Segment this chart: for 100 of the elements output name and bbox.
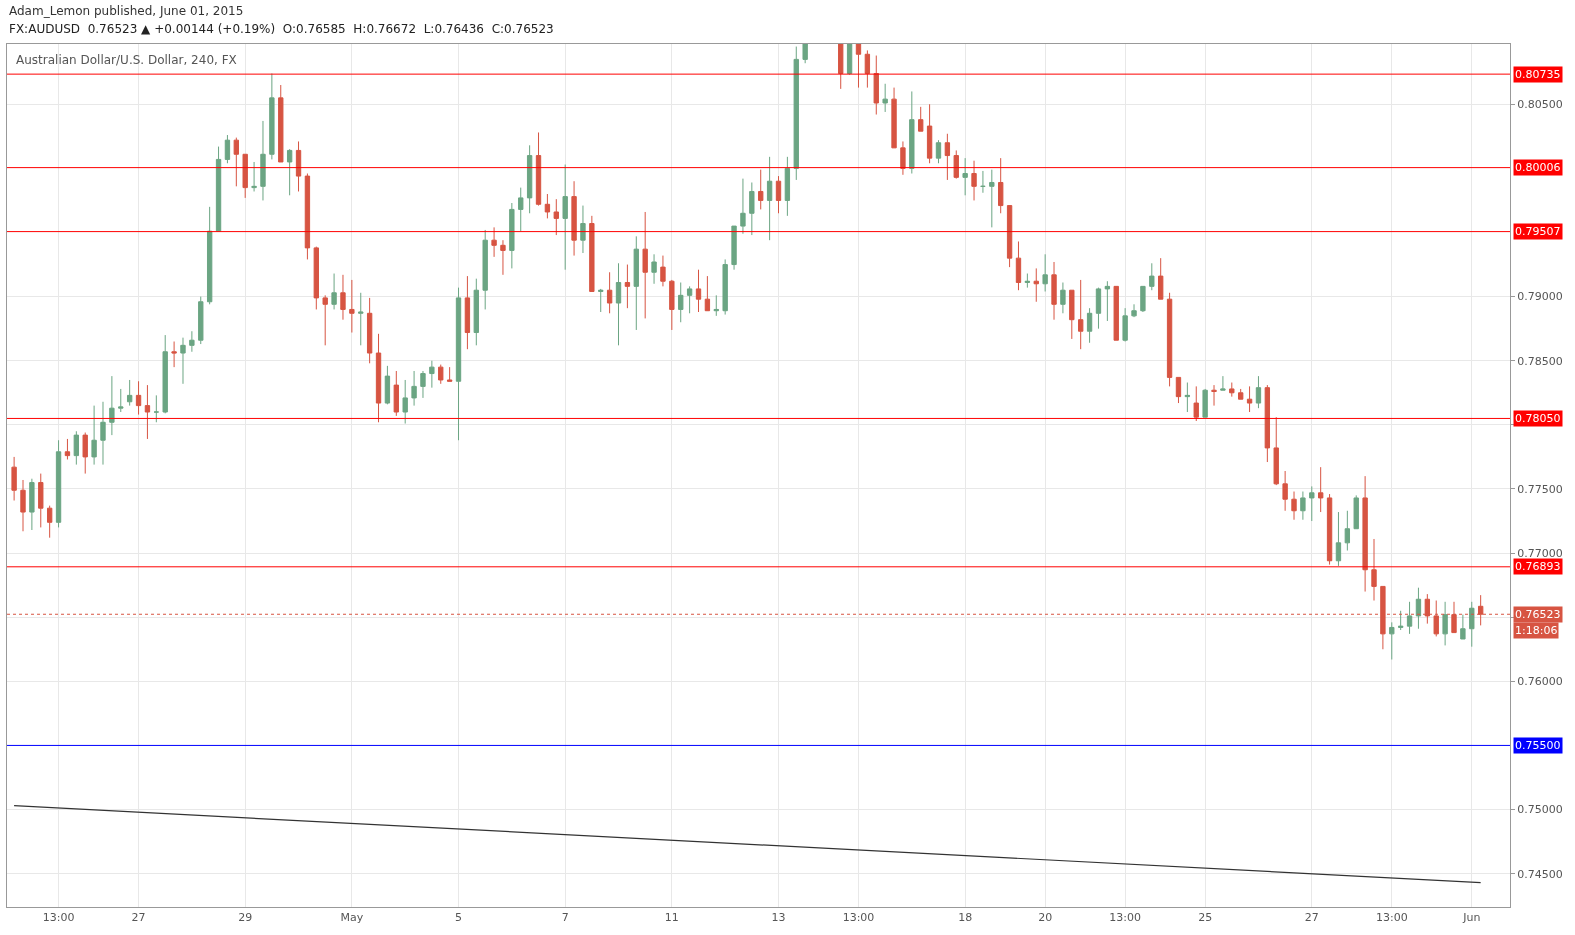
candlestick: [784, 156, 791, 217]
candlestick: [393, 370, 399, 417]
candlestick: [91, 405, 97, 466]
candlestick: [571, 180, 577, 257]
candlestick: [286, 148, 293, 196]
ref-line-label: 0.75500: [1515, 739, 1561, 752]
candlestick: [322, 294, 328, 346]
candlestick: [1193, 385, 1199, 422]
candlestick: [482, 229, 488, 310]
candlestick: [1015, 240, 1022, 291]
candlestick: [135, 380, 142, 416]
y-tick-label: 0.77500: [1517, 482, 1563, 496]
candlestick: [1051, 261, 1057, 321]
chart-subtitle: FX:AUDUSD 0.76523 ▲ +0.00144 (+0.19%) O:0.76585 H:0.76672 L:0.76436 C:0.76523: [9, 22, 554, 36]
candlestick: [882, 83, 888, 113]
x-tick-label: 27: [131, 911, 146, 925]
candlestick: [900, 140, 906, 176]
candlestick: [55, 439, 62, 528]
candlestick: [473, 278, 479, 346]
candlestick: [366, 297, 373, 364]
x-tick-label: 25: [1198, 911, 1213, 925]
candlestick: [1344, 510, 1351, 552]
candlestick: [686, 285, 693, 314]
candlestick: [1389, 621, 1395, 661]
candlestick: [962, 157, 968, 196]
candlestick: [269, 72, 275, 160]
y-tick-label: 0.80500: [1517, 98, 1563, 112]
candlestick: [544, 193, 551, 219]
ref-line-label: 0.76893: [1515, 560, 1561, 573]
candlestick: [704, 275, 711, 312]
candlestick: [1273, 416, 1279, 486]
candlestick: [100, 401, 106, 466]
candlestick: [651, 253, 657, 285]
y-tick-label: 0.76000: [1517, 675, 1563, 689]
candlestick: [633, 235, 639, 331]
candlestick: [295, 140, 302, 192]
candlestick: [518, 187, 524, 232]
candlestick: [1326, 493, 1333, 566]
ref-line-label: 0.79507: [1515, 225, 1561, 238]
candlestick: [1140, 285, 1146, 313]
candlestick: [1122, 307, 1128, 342]
candlestick: [998, 157, 1004, 214]
candlestick: [562, 164, 568, 271]
candlestick: [340, 274, 346, 321]
candlestick: [46, 505, 53, 539]
candlestick: [935, 139, 942, 164]
candlestick: [722, 258, 728, 316]
candlestick: [1318, 466, 1324, 513]
candlestick: [331, 273, 337, 310]
candlestick: [349, 279, 355, 334]
candlestick: [1113, 285, 1119, 341]
candlestick: [846, 44, 853, 76]
ref-line-label: 0.76523: [1515, 608, 1561, 621]
candlestick: [1211, 384, 1217, 407]
candlestick: [464, 275, 471, 350]
x-tick-label: 29: [238, 911, 253, 925]
candlestick: [1202, 388, 1208, 418]
x-tick-label: 5: [455, 911, 463, 925]
candlestick: [695, 269, 702, 313]
candlestick: [1158, 257, 1164, 300]
candlestick: [766, 156, 773, 241]
y-tick-label: 0.74500: [1517, 867, 1563, 881]
candlestick: [1166, 292, 1173, 387]
candlestick: [420, 370, 426, 399]
candlestick: [1229, 382, 1235, 398]
ref-line-label: 0.80735: [1515, 68, 1561, 81]
candlestick: [642, 211, 648, 319]
y-tick-label: 0.77000: [1517, 546, 1563, 560]
candlestick: [180, 337, 186, 385]
candlestick: [740, 178, 746, 235]
candlestick: [1033, 267, 1039, 303]
candlestick: [375, 333, 382, 423]
candlestick: [713, 294, 719, 317]
candlestick: [189, 330, 195, 353]
text: Adam_Lemon published, June 01, 2015: [9, 4, 244, 18]
candlestick: [1300, 491, 1306, 521]
x-tick-label: Jun: [1462, 911, 1481, 925]
candlestick: [118, 388, 124, 413]
x-tick-label: 20: [1038, 911, 1053, 925]
x-tick-label: 13:00: [1109, 911, 1141, 925]
candlestick: [580, 205, 586, 254]
candlestick: [1184, 382, 1191, 413]
candlestick: [73, 430, 80, 466]
candlestick: [29, 478, 35, 531]
y-tick-label: 0.78500: [1517, 354, 1563, 368]
candlestick: [438, 364, 444, 385]
x-tick-label: 13: [771, 911, 786, 925]
candlestick: [1131, 303, 1137, 318]
candlestick: [909, 90, 915, 175]
candlestick: [82, 432, 88, 475]
candlestick: [1095, 287, 1102, 330]
candlestick: [260, 120, 266, 201]
candlestick: [615, 262, 622, 346]
candlestick: [153, 394, 159, 423]
candlestick: [669, 279, 675, 331]
candlestick: [126, 379, 133, 407]
candlestick: [1060, 282, 1066, 314]
candlestick: [429, 360, 435, 389]
x-tick-label: 18: [958, 911, 973, 925]
candlestick: [1406, 601, 1413, 635]
